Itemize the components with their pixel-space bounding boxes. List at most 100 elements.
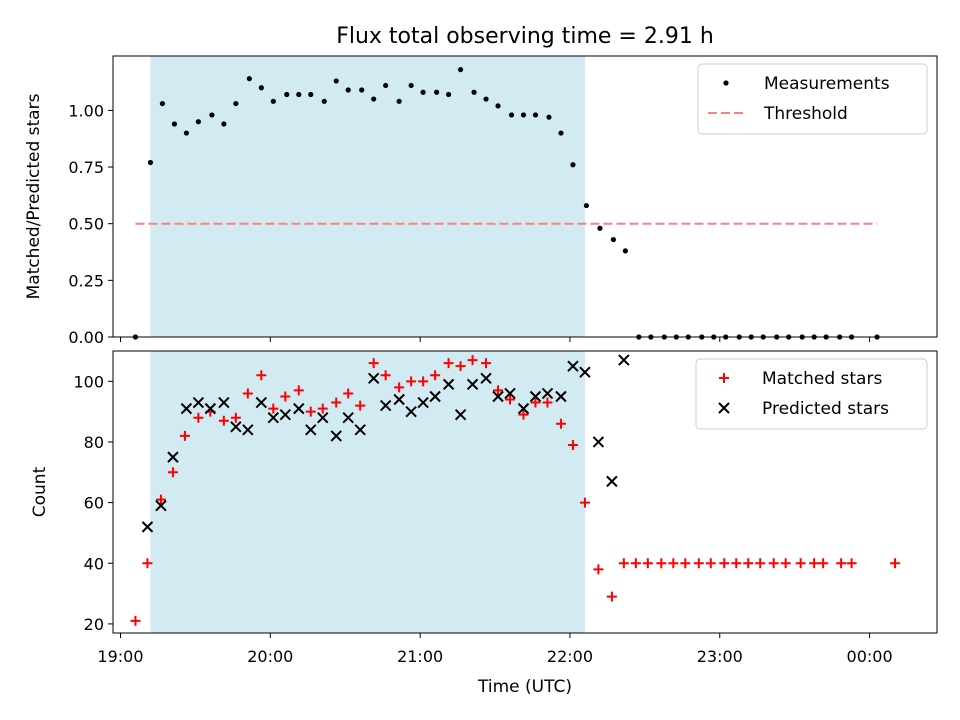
data-point-1-26 bbox=[466, 378, 479, 391]
data-point-0-19 bbox=[371, 96, 377, 102]
data-point-0-29 bbox=[493, 385, 504, 396]
top-panel: 0.00 0.25 0.50 0.75 1.00 Matched/Predicted s… bbox=[24, 55, 938, 347]
y-tick-label: 20 bbox=[84, 615, 104, 634]
legend-marker bbox=[718, 402, 730, 414]
data-point-0-24 bbox=[434, 89, 440, 95]
data-point-0-13 bbox=[293, 385, 304, 396]
data-point-0-21 bbox=[396, 98, 402, 104]
data-point-0-4 bbox=[183, 130, 190, 136]
data-point-0-48 bbox=[731, 558, 742, 569]
data-point-0-8 bbox=[230, 412, 241, 423]
bottom-x-ticks: 19:00 20:00 21:00 22:00 23:00 00:00 bbox=[97, 633, 893, 666]
data-point-0-16 bbox=[333, 78, 339, 84]
data-point-0-38 bbox=[606, 591, 617, 602]
bottom-panel-marks bbox=[130, 354, 901, 626]
data-point-0-57 bbox=[846, 558, 857, 569]
data-point-1-4 bbox=[192, 396, 205, 409]
legend-label: Measurements bbox=[764, 74, 890, 94]
data-point-0-22 bbox=[406, 376, 417, 387]
data-point-0-20 bbox=[380, 370, 391, 381]
data-point-0-2 bbox=[159, 100, 166, 107]
y-tick-label: 0.25 bbox=[68, 271, 104, 290]
data-point-1-1 bbox=[155, 499, 167, 512]
y-tick-label: 100 bbox=[73, 372, 104, 391]
data-point-1-22 bbox=[417, 396, 429, 409]
x-tick-label: 23:00 bbox=[697, 647, 743, 666]
data-point-1-12 bbox=[293, 402, 305, 415]
data-point-0-1 bbox=[147, 159, 154, 166]
data-point-0-41 bbox=[642, 558, 653, 569]
data-point-1-25 bbox=[454, 408, 467, 421]
data-point-0-37 bbox=[597, 225, 603, 231]
data-point-1-20 bbox=[393, 393, 405, 406]
data-point-1-7 bbox=[230, 421, 242, 433]
data-point-1-36 bbox=[592, 436, 605, 448]
data-point-0-40 bbox=[630, 558, 641, 569]
data-point-1-31 bbox=[529, 390, 542, 403]
data-point-1-15 bbox=[330, 430, 342, 442]
data-point-1-5 bbox=[204, 402, 217, 415]
data-point-0-9 bbox=[242, 388, 253, 399]
data-point-0-3 bbox=[167, 467, 178, 478]
data-point-0-11 bbox=[268, 403, 279, 414]
data-point-0-46 bbox=[705, 558, 716, 569]
data-point-0-49 bbox=[743, 558, 754, 569]
data-point-0-5 bbox=[193, 412, 204, 423]
data-point-0-31 bbox=[520, 112, 527, 118]
data-point-0-32 bbox=[532, 112, 539, 118]
data-point-0-32 bbox=[530, 397, 541, 408]
top-legend: Measurements Threshold bbox=[697, 63, 928, 135]
data-point-0-21 bbox=[394, 382, 405, 393]
data-point-0-35 bbox=[567, 440, 578, 450]
y-tick-label: 80 bbox=[84, 433, 104, 452]
x-axis-label: Time (UTC) bbox=[477, 677, 572, 697]
legend-label: Predicted stars bbox=[762, 399, 889, 419]
x-tick-label: 19:00 bbox=[97, 647, 143, 666]
data-point-0-13 bbox=[296, 91, 302, 98]
series-matched-stars bbox=[130, 355, 901, 626]
data-point-0-28 bbox=[483, 96, 489, 102]
data-point-0-12 bbox=[280, 391, 291, 402]
data-point-0-56 bbox=[836, 558, 847, 569]
data-point-0-15 bbox=[321, 98, 327, 104]
data-point-1-0 bbox=[141, 521, 154, 533]
data-point-1-35 bbox=[579, 366, 591, 378]
observing-window-bottom bbox=[150, 351, 585, 633]
bottom-panel: 20 40 60 80 100 19:00 20:00 21:00 22:00 23:00 00:… bbox=[30, 350, 938, 666]
data-point-1-28 bbox=[492, 390, 504, 403]
series-predicted-stars bbox=[141, 354, 630, 533]
top-y-axis-label: Matched/Predicted stars bbox=[24, 93, 44, 299]
top-y-ticks: 0.00 0.25 0.50 0.75 1.00 bbox=[68, 101, 113, 347]
data-point-1-32 bbox=[541, 387, 554, 400]
data-point-1-10 bbox=[267, 412, 280, 424]
data-point-1-33 bbox=[555, 390, 567, 403]
data-point-0-54 bbox=[809, 558, 820, 569]
data-point-0-7 bbox=[221, 121, 227, 127]
data-point-0-3 bbox=[171, 121, 178, 127]
data-point-0-6 bbox=[209, 112, 215, 118]
legend-box bbox=[695, 358, 928, 430]
data-point-0-1 bbox=[142, 558, 153, 569]
data-point-0-44 bbox=[680, 558, 691, 569]
data-point-1-29 bbox=[504, 387, 516, 400]
x-tick-label: 22:00 bbox=[547, 647, 593, 666]
data-point-0-16 bbox=[331, 397, 342, 408]
data-point-0-53 bbox=[795, 558, 806, 569]
data-point-0-38 bbox=[610, 236, 616, 243]
data-point-0-10 bbox=[256, 370, 267, 381]
data-point-0-55 bbox=[818, 558, 829, 569]
y-tick-label: 40 bbox=[84, 554, 104, 573]
data-point-0-47 bbox=[719, 558, 730, 569]
data-point-0-24 bbox=[430, 370, 441, 381]
y-tick-label: 0.50 bbox=[68, 215, 104, 234]
data-point-1-19 bbox=[379, 399, 392, 412]
data-point-0-9 bbox=[246, 76, 252, 82]
data-point-0-50 bbox=[755, 558, 766, 569]
legend-marker bbox=[719, 373, 729, 383]
data-point-1-30 bbox=[517, 402, 530, 415]
data-point-0-34 bbox=[558, 130, 564, 136]
data-point-0-52 bbox=[780, 558, 791, 569]
data-point-1-38 bbox=[618, 354, 630, 366]
x-tick-label: 00:00 bbox=[847, 647, 893, 666]
data-point-0-51 bbox=[768, 558, 779, 569]
